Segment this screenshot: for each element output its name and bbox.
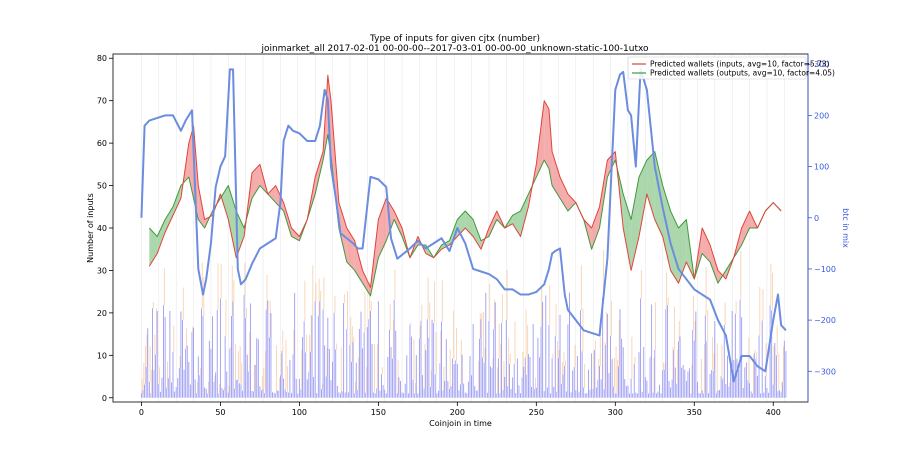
- fill-between-segment: [354, 240, 363, 284]
- x-tick-label: 400: [766, 408, 781, 417]
- y-tick-label: 10: [97, 351, 107, 360]
- fill-between-segment: [646, 151, 655, 220]
- y-tick-label: 60: [97, 139, 107, 148]
- y-tick-label: 30: [97, 266, 107, 275]
- legend: Predicted wallets (inputs, avg=10, facto…: [627, 56, 835, 80]
- fill-between-segment: [567, 194, 576, 212]
- x-tick-label: 150: [371, 408, 386, 417]
- y-tick-label: 0: [102, 394, 107, 403]
- y-axis-left: 0 10 20 30 40 50 60 70 80: [97, 54, 113, 403]
- y-right-tick-label: 100: [814, 163, 829, 172]
- fill-between-segment: [252, 164, 260, 199]
- y-tick-label: 70: [97, 97, 107, 106]
- fill-between-segment: [488, 211, 497, 237]
- x-tick-label: 100: [292, 408, 307, 417]
- x-tick-label: 350: [687, 408, 702, 417]
- fill-between-segment: [362, 270, 371, 296]
- chart-title-group: Type of inputs for given cjtx (number) j…: [260, 34, 649, 54]
- btc-series-line: [140, 68, 787, 383]
- y-axis-right-label: btc in mix: [841, 208, 850, 248]
- fill-between-segment: [741, 211, 750, 245]
- fill-between-segment: [473, 219, 482, 250]
- chart-title: Type of inputs for given cjtx (number): [369, 34, 540, 44]
- y-axis-label: Number of inputs: [86, 193, 95, 263]
- fill-between-segment: [220, 185, 229, 220]
- fill-between-segment: [548, 109, 553, 186]
- legend-box: [627, 56, 807, 80]
- fill-between-segment: [512, 211, 521, 237]
- legend-entry: Predicted wallets (inputs, avg=10, facto…: [650, 60, 830, 69]
- fill-between-segment: [283, 202, 292, 237]
- fill-between-segment: [599, 160, 608, 228]
- fill-between-segment: [552, 151, 561, 199]
- x-tick-label: 200: [450, 408, 465, 417]
- fill-between-segment: [378, 198, 387, 258]
- y-right-tick-label: −100: [814, 265, 836, 274]
- y-tick-label: 20: [97, 309, 107, 318]
- y-right-tick-label: 200: [814, 111, 829, 120]
- y-tick-label: 40: [97, 224, 107, 233]
- y-right-tick-label: −300: [814, 367, 836, 376]
- bar-series: [140, 249, 788, 398]
- fill-between-segment: [275, 185, 284, 212]
- x-tick-label: 50: [215, 408, 225, 417]
- fill-between-segment: [338, 202, 347, 262]
- line-series: [140, 68, 787, 383]
- fill-between-segment: [544, 100, 549, 169]
- y-right-tick-label: −200: [814, 316, 836, 325]
- x-axis-label: Coinjoin in time: [429, 419, 492, 428]
- fill-between-segment: [710, 244, 718, 284]
- legend-entry: Predicted wallets (outputs, avg=10, fact…: [650, 69, 835, 78]
- y-tick-label: 80: [97, 54, 107, 63]
- fill-between-segment: [702, 228, 711, 262]
- fill-between-segment: [631, 177, 639, 271]
- x-tick-label: 0: [139, 408, 144, 417]
- x-axis: 0 50 100 150 200 250 300 350 400: [139, 402, 781, 417]
- fill-between-segment: [173, 185, 181, 216]
- x-tick-label: 250: [529, 408, 544, 417]
- fill-between-segment: [228, 185, 237, 258]
- fill-between-segment: [165, 206, 174, 233]
- x-tick-label: 300: [608, 408, 623, 417]
- fill-between-segment: [560, 177, 568, 212]
- chart-subtitle: joinmarket_all 2017-02-01 00-00-00--2017…: [260, 44, 649, 54]
- fill-between-segment: [267, 185, 276, 203]
- y-tick-label: 50: [97, 182, 107, 191]
- y-right-tick-label: 0: [814, 214, 819, 223]
- fill-between-segment: [638, 160, 647, 237]
- fill-between-segment: [149, 228, 158, 267]
- fill-between-segment: [394, 211, 403, 237]
- y-right-tick-label: 300: [814, 60, 829, 69]
- y-axis-right: −300 −200 −100 0 100 200 300: [807, 54, 836, 402]
- outputs-series-line: [148, 134, 782, 297]
- fill-between-segment: [157, 219, 166, 254]
- fill-between-segment: [591, 206, 600, 250]
- inputs-series-line: [148, 74, 782, 288]
- fill-between-segment: [654, 151, 663, 237]
- fill-between-segment: [520, 194, 529, 237]
